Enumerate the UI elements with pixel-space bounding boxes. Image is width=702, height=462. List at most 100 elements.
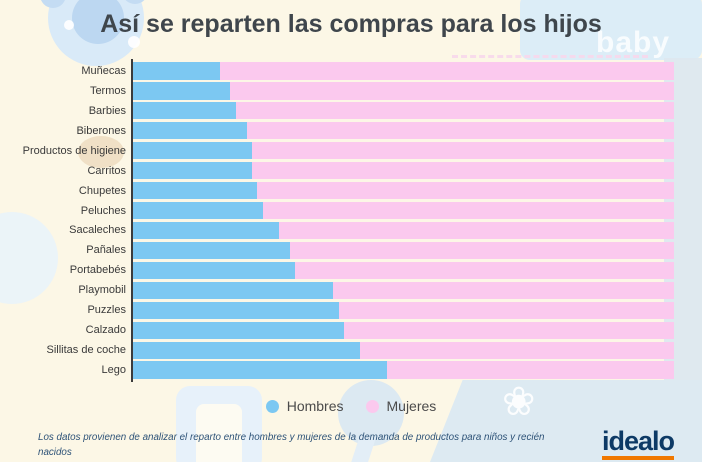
mujeres-bar-segment bbox=[289, 241, 674, 259]
hombres-bar-segment bbox=[133, 321, 344, 339]
bar-row: Lego bbox=[0, 360, 674, 380]
stacked-bar-chart: Muñecas Termos Barbies Biberones Productos d… bbox=[0, 59, 702, 382]
bar-track bbox=[133, 281, 674, 299]
category-label: Biberones bbox=[76, 124, 126, 137]
bar-row: Calzado bbox=[0, 320, 674, 340]
hombres-bar-segment bbox=[133, 182, 258, 200]
category-label: Sacaleches bbox=[69, 224, 126, 237]
category-label: Chupetes bbox=[78, 184, 126, 197]
mujeres-bar-segment bbox=[246, 122, 674, 140]
pink-dashed-line-decoration bbox=[452, 55, 648, 58]
bar-row: Puzzles bbox=[0, 300, 674, 320]
hombres-bar-segment bbox=[133, 261, 296, 279]
hombres-bar-segment bbox=[133, 201, 263, 220]
mujeres-bar-segment bbox=[295, 261, 674, 279]
mujeres-bar-segment bbox=[333, 281, 674, 299]
hombres-bar-segment bbox=[133, 361, 388, 379]
hombres-bar-segment bbox=[133, 142, 253, 160]
bar-row: Biberones bbox=[0, 121, 674, 141]
baby-monitor-screen-decoration bbox=[196, 404, 242, 462]
category-label: Peluches bbox=[80, 204, 126, 217]
hombres-bar-segment bbox=[133, 221, 280, 240]
bar-track bbox=[133, 241, 674, 259]
category-label: Calzado bbox=[85, 324, 126, 337]
legend-item-hombres: Hombres bbox=[265, 398, 344, 414]
category-label: Carritos bbox=[87, 164, 126, 177]
bar-row: Portabebés bbox=[0, 260, 674, 280]
category-label: Barbies bbox=[88, 104, 126, 117]
mujeres-bar-segment bbox=[230, 82, 674, 100]
bar-row: Sillitas de coche bbox=[0, 340, 674, 360]
decorative-dot bbox=[64, 20, 74, 30]
mujeres-bar-segment bbox=[219, 62, 674, 80]
bar-row: Muñecas bbox=[0, 61, 674, 81]
mujeres-bar-segment bbox=[257, 182, 674, 200]
mujeres-bar-segment bbox=[343, 321, 674, 339]
baby-watermark: baby bbox=[596, 26, 671, 59]
source-note: Los datos provienen de analizar el repar… bbox=[38, 430, 578, 462]
bar-track bbox=[133, 321, 674, 339]
rattle-decoration bbox=[338, 380, 404, 446]
hombres-legend-dot-icon bbox=[265, 399, 279, 413]
mujeres-legend-dot-icon bbox=[365, 399, 379, 413]
mujeres-bar-segment bbox=[279, 221, 674, 240]
hombres-bar-segment bbox=[133, 301, 339, 319]
bar-row: Termos bbox=[0, 81, 674, 101]
mujeres-bar-segment bbox=[252, 162, 674, 180]
bar-track bbox=[133, 341, 674, 359]
chart-legend: Hombres Mujeres bbox=[0, 398, 702, 414]
bar-track bbox=[133, 162, 674, 180]
legend-label: Hombres bbox=[286, 398, 344, 414]
teddy-bear-face-decoration bbox=[72, 0, 124, 44]
hombres-bar-segment bbox=[133, 82, 231, 100]
hombres-bar-segment bbox=[133, 122, 247, 140]
category-label: Portabebés bbox=[69, 264, 126, 277]
hombres-bar-segment bbox=[133, 241, 290, 259]
bar-track bbox=[133, 182, 674, 200]
bar-row: Pañales bbox=[0, 240, 674, 260]
page-title: Así se reparten las compras para los hij… bbox=[100, 10, 602, 38]
source-note-line1: Los datos provienen de analizar el repar… bbox=[38, 432, 545, 459]
idealo-logo-underline bbox=[601, 456, 674, 460]
bar-track bbox=[133, 82, 674, 100]
category-label: Termos bbox=[89, 84, 126, 97]
tan-blob-decoration bbox=[78, 136, 124, 168]
mujeres-bar-segment bbox=[387, 361, 674, 379]
legend-label: Mujeres bbox=[386, 398, 437, 414]
bar-row: Peluches bbox=[0, 201, 674, 221]
bar-rows: Muñecas Termos Barbies Biberones Productos d… bbox=[0, 61, 674, 380]
category-label: Playmobil bbox=[78, 284, 126, 297]
flower-icon: ❀ bbox=[502, 380, 536, 424]
legend-item-mujeres: Mujeres bbox=[365, 398, 437, 414]
bar-row: Barbies bbox=[0, 101, 674, 121]
category-label: Productos de higiene bbox=[22, 144, 126, 157]
mujeres-bar-segment bbox=[252, 142, 674, 160]
idealo-logo: idealo bbox=[601, 426, 675, 460]
bar-track bbox=[133, 301, 674, 319]
bar-track bbox=[133, 261, 674, 279]
teddy-bear-ear-decoration bbox=[40, 0, 66, 8]
bar-track bbox=[133, 142, 674, 160]
bottom-right-wash-decoration bbox=[430, 380, 702, 462]
y-axis-line bbox=[131, 59, 133, 382]
idealo-logo-text: idealo bbox=[601, 426, 675, 456]
category-label: Sillitas de coche bbox=[46, 344, 127, 357]
hombres-bar-segment bbox=[133, 281, 334, 299]
category-label: Lego bbox=[101, 364, 126, 377]
category-label: Muñecas bbox=[81, 64, 126, 77]
category-label: Pañales bbox=[86, 244, 126, 257]
bar-row: Productos de higiene bbox=[0, 141, 674, 161]
bar-row: Carritos bbox=[0, 161, 674, 181]
mujeres-bar-segment bbox=[338, 301, 674, 319]
teddy-bear-ear-decoration bbox=[122, 0, 148, 4]
hombres-bar-segment bbox=[133, 341, 361, 359]
mujeres-bar-segment bbox=[262, 201, 674, 220]
bar-track bbox=[133, 102, 674, 120]
bar-track bbox=[133, 201, 674, 220]
hombres-bar-segment bbox=[133, 62, 220, 80]
bar-track bbox=[133, 361, 674, 379]
bar-track bbox=[133, 221, 674, 240]
decorative-dot bbox=[128, 36, 140, 48]
bar-row: Chupetes bbox=[0, 181, 674, 201]
